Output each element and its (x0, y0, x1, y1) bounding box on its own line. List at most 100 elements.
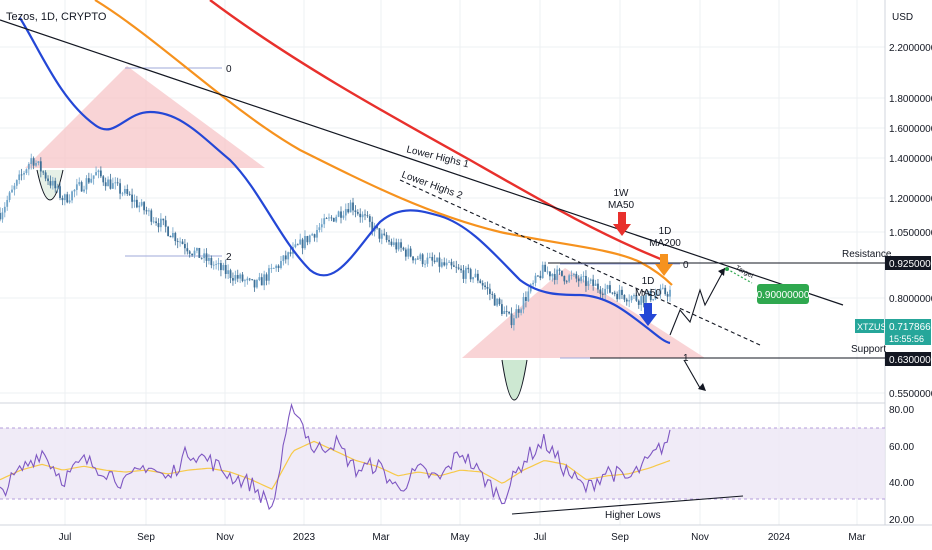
candle-body (661, 287, 664, 289)
candle-body (287, 252, 290, 260)
ma200-1d-line (94, 0, 673, 286)
time-tick: Jul (59, 532, 72, 543)
candle-body (164, 220, 167, 227)
candle-body (289, 252, 292, 254)
time-tick: 2024 (768, 532, 791, 543)
candle-body (601, 293, 604, 295)
candle-body (618, 289, 621, 300)
candle-body (349, 202, 352, 213)
candle-body (436, 257, 438, 262)
candle-body (258, 277, 261, 281)
candle-body (561, 270, 563, 276)
candle-body (347, 209, 350, 213)
candle-body (625, 299, 628, 302)
candle-body (27, 163, 30, 170)
candle-body (500, 304, 503, 314)
support-price-tag-text: 0.63000000 (889, 355, 932, 366)
candle-body (200, 257, 203, 259)
lower-highs-2-label: Lower Highs 2 (400, 169, 464, 201)
candle-body (174, 232, 177, 242)
candle-body (412, 256, 414, 261)
candle-body (104, 182, 107, 187)
candle-body (308, 235, 311, 243)
candle-body (402, 247, 405, 250)
candle-body (419, 254, 422, 260)
candle-body (575, 273, 578, 279)
candle-body (508, 311, 511, 314)
candle-body (87, 178, 90, 183)
target-path (726, 268, 753, 284)
candle-body (635, 295, 638, 301)
candle-body (510, 313, 513, 326)
rsi-band (0, 428, 885, 499)
candle-body (404, 249, 407, 257)
ma50-1w-label-line2: MA50 (608, 200, 635, 211)
candle-body (328, 217, 330, 219)
candle-body (424, 263, 426, 265)
candle-body (659, 288, 662, 295)
resistance-price-tag (885, 256, 931, 270)
target-box[interactable] (757, 284, 809, 304)
time-tick: Sep (611, 532, 629, 543)
candle-body (428, 256, 431, 258)
candle-body (616, 293, 619, 300)
candle-body (272, 268, 275, 269)
candle-body (61, 197, 64, 201)
resistance-label: Resistance (842, 249, 892, 260)
candle-body (491, 293, 494, 295)
candle-body (25, 169, 28, 173)
candle-body (73, 189, 76, 192)
candle-body (364, 214, 366, 216)
candle-body (90, 178, 93, 183)
rsi-tick: 40.00 (889, 478, 914, 489)
candle-body (37, 161, 40, 164)
target-value: 0.90000000 (757, 290, 810, 301)
time-tick: Mar (372, 532, 390, 543)
candle-body (85, 178, 88, 190)
candle-body (359, 213, 362, 218)
candle-body (621, 289, 623, 295)
candle-body (150, 210, 153, 222)
candle-body (229, 270, 232, 279)
candle-body (556, 269, 559, 280)
candle-body (169, 236, 172, 238)
candle-body (397, 242, 400, 250)
candle-body (642, 296, 645, 303)
candle-body (1, 212, 4, 220)
fib-b-top-label: 0 (683, 260, 689, 271)
candle-body (460, 268, 462, 271)
current-price-value: 0.71786699 (889, 322, 932, 333)
candle-body (476, 273, 479, 281)
candle-body (138, 205, 141, 208)
candle-body (414, 258, 417, 261)
candle-body (486, 287, 489, 289)
candle-body (191, 253, 194, 256)
candle-body (116, 182, 119, 184)
candle-body (23, 172, 25, 175)
candle-body (580, 276, 583, 282)
candle-body (525, 297, 527, 301)
chart-title: Tezos, 1D, CRYPTO (6, 11, 107, 23)
candle-body (97, 170, 100, 173)
time-tick: Jul (534, 532, 547, 543)
ma50-1w-line (209, 0, 669, 264)
candle-body (513, 318, 515, 326)
candle-body (409, 248, 412, 257)
candle-body (606, 285, 609, 289)
candle-body (390, 241, 393, 245)
rsi-line (0, 402, 671, 511)
candle-body (400, 242, 402, 248)
price-tick: 0.55000000 (889, 389, 932, 400)
candle-body (63, 194, 66, 201)
candle-body (155, 221, 157, 224)
time-axis: Jul Sep Nov 2023 Mar May Jul Sep Nov 202… (59, 532, 867, 543)
candle-body (172, 232, 174, 238)
candle-body (630, 296, 633, 301)
candle-body (256, 280, 258, 288)
candle-body (318, 227, 321, 230)
candle-body (332, 217, 335, 222)
price-tick: 1.05000000 (889, 228, 932, 239)
ma200-1d-arrow (655, 254, 673, 276)
candle-body (18, 174, 21, 181)
